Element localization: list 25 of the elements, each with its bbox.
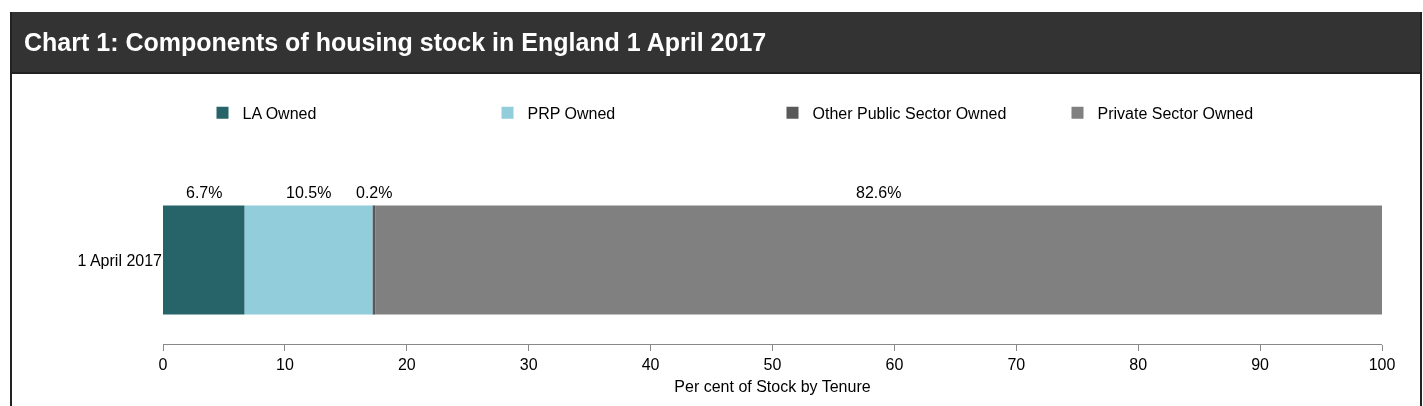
x-axis-title: Per cent of Stock by Tenure	[674, 377, 871, 395]
x-tick-label: 90	[1251, 356, 1270, 374]
data-label: 0.2%	[356, 184, 393, 201]
data-label: 6.7%	[186, 184, 223, 201]
data-label: 82.6%	[856, 184, 902, 201]
x-tick-label: 10	[276, 356, 294, 374]
bar	[244, 205, 373, 315]
x-tick-label: 30	[519, 356, 538, 374]
x-tick-label: 0	[158, 356, 168, 374]
y-tick-label: 1 April 2017	[77, 251, 163, 269]
legend-label: PRP Owned	[527, 104, 616, 122]
legend-label: Private Sector Owned	[1097, 104, 1254, 122]
x-tick-label: 100	[1368, 356, 1396, 374]
chart-title: Chart 1: Components of housing stock in England 1 April 2017	[12, 12, 1420, 74]
x-tick-label: 50	[763, 356, 782, 374]
bar	[375, 205, 1382, 315]
x-tick-label: 60	[885, 356, 904, 374]
x-tick-label: 20	[397, 356, 416, 374]
x-tick-label: 80	[1129, 356, 1148, 374]
legend-label: Other Public Sector Owned	[812, 104, 1007, 122]
legend-label: LA Owned	[242, 104, 317, 122]
x-tick-label: 40	[641, 356, 660, 374]
bar	[163, 205, 245, 315]
x-tick-label: 70	[1007, 356, 1026, 374]
data-label: 10.5%	[286, 184, 332, 201]
